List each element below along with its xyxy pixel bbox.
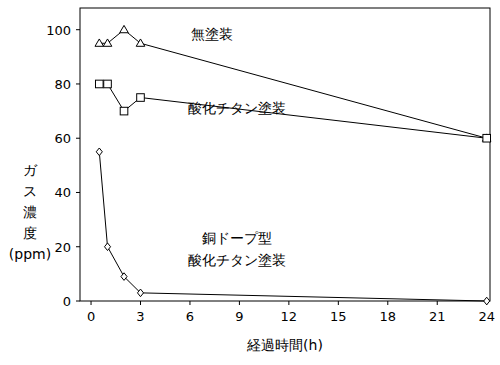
marker xyxy=(95,39,104,46)
series-label-line: 酸化チタン塗装 xyxy=(188,252,286,268)
y-tick-label: 40 xyxy=(54,185,71,200)
x-tick-label: 6 xyxy=(186,309,194,324)
x-tick-label: 3 xyxy=(136,309,144,324)
y-tick-label: 20 xyxy=(54,240,71,255)
marker xyxy=(121,273,127,281)
marker xyxy=(96,148,102,156)
x-axis-label: 経過時間(h) xyxy=(246,337,323,353)
series-label: 酸化チタン塗装 xyxy=(188,100,286,116)
marker xyxy=(483,134,491,142)
y-axis-label-part: ガ xyxy=(23,162,38,178)
marker xyxy=(136,39,145,46)
y-axis-label-part: (ppm) xyxy=(9,246,51,262)
data-group xyxy=(95,25,491,304)
marker xyxy=(482,134,491,141)
marker xyxy=(104,80,112,88)
chart-root: 0 3 6 9 12 15 18 21 24 0 20 40 60 80 100 経過時間(h) ガス濃度 (pp… xyxy=(0,0,500,365)
x-tick-label: 0 xyxy=(87,309,95,324)
x-tick-label: 24 xyxy=(478,309,495,324)
series-line xyxy=(99,84,486,138)
y-axis-label-part: 濃 xyxy=(23,204,37,220)
x-tick xyxy=(288,301,289,305)
marker xyxy=(104,243,110,251)
x-tick xyxy=(239,301,240,305)
x-tick-label: 12 xyxy=(281,309,298,324)
y-axis-label: ガス濃度 (ppm) xyxy=(9,162,51,262)
x-tick-label: 9 xyxy=(235,309,243,324)
x-tick xyxy=(437,301,438,305)
y-tick xyxy=(76,83,80,84)
marker xyxy=(484,297,490,305)
x-tick xyxy=(387,301,388,305)
series-line xyxy=(99,30,486,139)
y-axis-label-part: ス xyxy=(23,183,37,199)
marker xyxy=(120,25,129,32)
plot-frame xyxy=(80,8,490,301)
y-tick-label: 0 xyxy=(63,294,71,309)
marker xyxy=(95,80,103,88)
chart-svg: 0 3 6 9 12 15 18 21 24 0 20 40 60 80 100 経過時間(h) ガス濃度 (pp… xyxy=(0,0,500,365)
x-tick xyxy=(140,301,141,305)
y-tick xyxy=(76,138,80,139)
series-label-line: 銅ドープ型 xyxy=(202,230,272,246)
x-tick-label: 15 xyxy=(330,309,347,324)
y-tick-label: 80 xyxy=(54,77,71,92)
series-label: 無塗装 xyxy=(191,26,233,42)
marker xyxy=(137,94,145,102)
x-tick xyxy=(189,301,190,305)
y-tick-label: 60 xyxy=(54,131,71,146)
series-line xyxy=(99,152,486,301)
series-label: 銅ドープ型酸化チタン塗装 xyxy=(188,230,286,268)
x-tick-label: 21 xyxy=(429,309,446,324)
y-tick xyxy=(76,192,80,193)
y-tick-label: 100 xyxy=(46,23,71,38)
x-tick xyxy=(338,301,339,305)
y-tick xyxy=(76,29,80,30)
y-axis-label-part: 度 xyxy=(23,225,37,241)
marker xyxy=(103,39,112,46)
y-tick xyxy=(76,301,80,302)
y-tick xyxy=(76,246,80,247)
marker xyxy=(120,107,128,115)
marker xyxy=(137,289,143,297)
x-tick-label: 18 xyxy=(380,309,397,324)
x-tick xyxy=(91,301,92,305)
